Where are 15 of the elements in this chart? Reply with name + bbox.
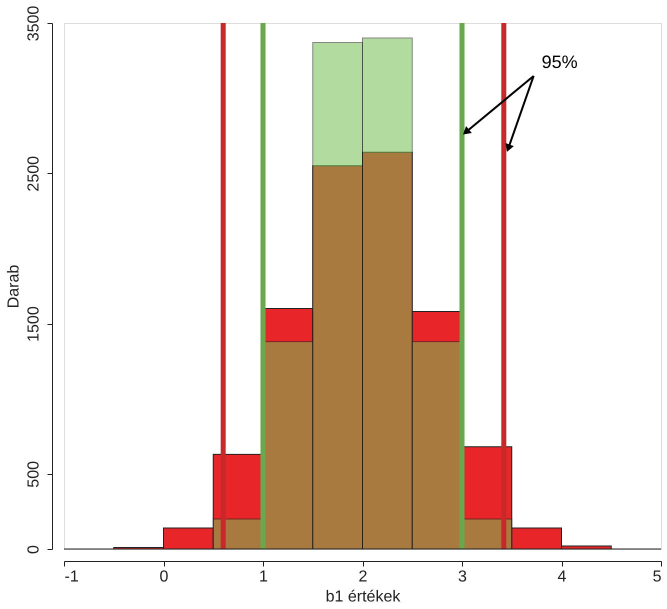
y-axis-title: Darab (6, 264, 22, 308)
y-tick-label: 0 (26, 544, 42, 554)
x-axis-title: b1 értékek (326, 588, 402, 606)
x-tick-label: 3 (458, 568, 468, 586)
y-tick-label: 500 (26, 460, 42, 488)
x-tick-label: -1 (64, 568, 79, 586)
x-tick-label: 5 (652, 568, 662, 586)
y-tick-label: 1500 (26, 306, 42, 342)
y-tick-label: 3500 (26, 6, 42, 42)
x-tick-label: 1 (259, 568, 268, 586)
annotation: 95% (542, 52, 578, 72)
y-tick-label: 2500 (26, 156, 42, 192)
x-tick-label: 0 (160, 568, 169, 586)
x-tick-label: 2 (358, 568, 368, 586)
x-tick-label: 4 (558, 568, 567, 586)
